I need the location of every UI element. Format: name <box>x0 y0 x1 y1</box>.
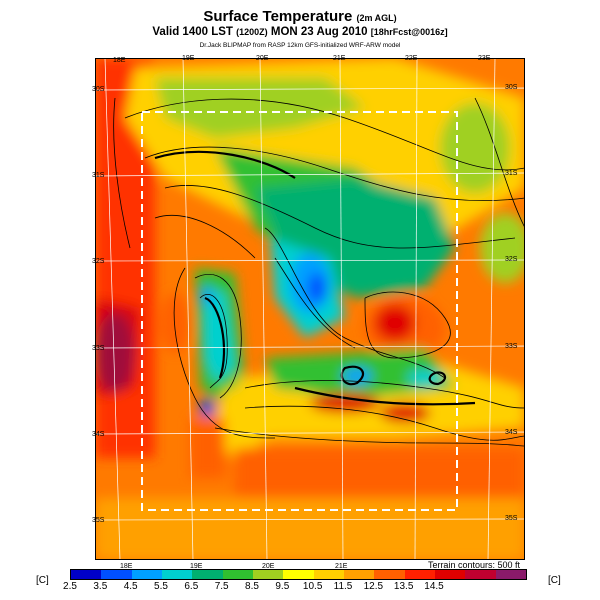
lon-top-label: 22E <box>405 55 418 62</box>
lon-top-label: 23E <box>478 55 491 62</box>
colorbar-swatch <box>71 570 102 579</box>
colorbar-swatch <box>162 570 193 579</box>
lat-right-label: 34S <box>505 429 518 436</box>
colorbar-tick-label: 2.5 <box>63 581 77 592</box>
colorbar-swatch <box>192 570 224 579</box>
lon-top-label: 20E <box>256 55 269 62</box>
colorbar-swatch <box>495 570 527 579</box>
lat-left-label: 31S <box>92 172 105 179</box>
lat-right-label: 33S <box>505 343 518 350</box>
terrain-contour-note: Terrain contours: 500 ft <box>427 560 520 570</box>
colorbar-swatch <box>283 570 315 579</box>
colorbar-tick-label: 11.5 <box>333 581 353 592</box>
lat-left-label: 30S <box>92 86 105 93</box>
lat-right-label: 31S <box>505 170 518 177</box>
colorbar-tick-label: 4.5 <box>123 581 138 592</box>
colorbar-tick-label: 12.5 <box>363 581 384 592</box>
colorbar-tick-label: 8.5 <box>245 581 259 592</box>
lat-right-label: 35S <box>505 515 518 522</box>
colorbar-tick-label: 10.5 <box>302 581 323 592</box>
colorbar-swatch <box>435 570 466 579</box>
colorbar-tick-label: 7.5 <box>214 581 229 592</box>
colorbar <box>70 569 527 580</box>
colorbar-tick-label: 5.5 <box>154 581 168 592</box>
lon-bottom-label: 21E <box>335 563 348 570</box>
colorbar-swatch <box>222 570 254 579</box>
lat-left-label: 35S <box>92 517 105 524</box>
colorbar-unit-left: [C] <box>36 575 49 586</box>
lat-right-label: 32S <box>505 256 518 263</box>
lon-top-label: 21E <box>333 55 346 62</box>
colorbar-swatch <box>131 570 163 579</box>
lat-left-label: 34S <box>92 431 105 438</box>
colorbar-tick-label: 14.5 <box>424 581 444 592</box>
valid-time: Valid 1400 LST (1200Z) MON 23 Aug 2010 [… <box>152 26 448 38</box>
colorbar-swatch <box>404 570 436 579</box>
lon-bottom-label: 19E <box>190 563 203 570</box>
colorbar-swatch <box>465 570 497 579</box>
lat-left-label: 32S <box>92 258 105 265</box>
colorbar-swatch <box>253 570 284 579</box>
lon-bottom-label: 18E <box>120 563 133 570</box>
lat-right-label: 30S <box>505 84 518 91</box>
lon-bottom-label: 20E <box>262 563 275 570</box>
temperature-map <box>95 58 525 560</box>
lon-top-label: 19E <box>182 55 195 62</box>
colorbar-tick-label: 9.5 <box>275 581 290 592</box>
colorbar-swatch <box>313 570 345 579</box>
lon-top-label: 18E <box>113 57 126 64</box>
colorbar-tick-label: 13.5 <box>393 581 414 592</box>
map-title: Surface Temperature (2m AGL) <box>203 8 397 25</box>
colorbar-swatch <box>374 570 406 579</box>
colorbar-swatch <box>344 570 375 579</box>
colorbar-swatch <box>101 570 133 579</box>
colorbar-tick-label: 3.5 <box>93 581 108 592</box>
colorbar-unit-right: [C] <box>548 575 561 586</box>
lat-left-label: 33S <box>92 345 105 352</box>
colorbar-tick-label: 6.5 <box>184 581 199 592</box>
model-credit: Dr.Jack BLIPMAP from RASP 12km GFS-initi… <box>199 42 401 49</box>
